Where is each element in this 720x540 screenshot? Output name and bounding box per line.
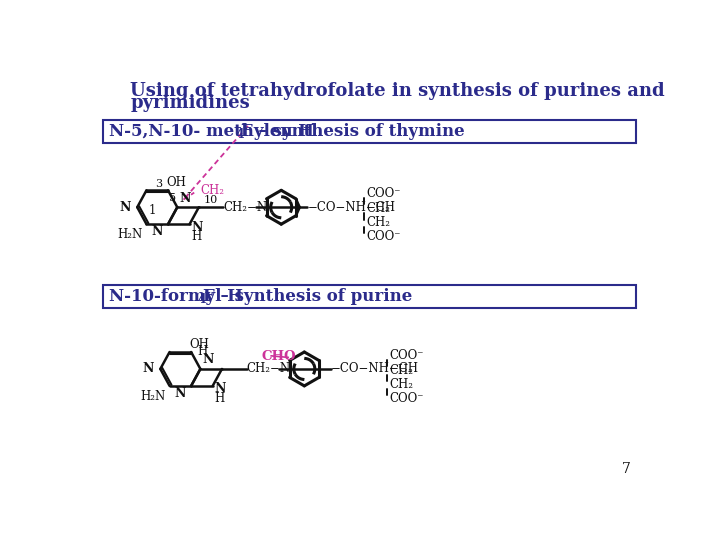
Text: COO⁻: COO⁻	[366, 230, 401, 243]
Text: OH: OH	[166, 176, 186, 189]
Text: H: H	[191, 230, 202, 243]
Text: 7: 7	[622, 462, 631, 476]
Text: N: N	[215, 382, 225, 395]
Text: CHO: CHO	[261, 350, 296, 363]
Text: CH₂: CH₂	[200, 184, 225, 197]
Bar	[104, 120, 636, 143]
Text: N: N	[191, 221, 202, 234]
Text: pyrimidines: pyrimidines	[130, 94, 250, 112]
Text: 4: 4	[235, 129, 245, 141]
Text: N: N	[179, 192, 191, 205]
Text: COO⁻: COO⁻	[366, 187, 401, 200]
Text: CH₂: CH₂	[390, 378, 414, 391]
Text: N: N	[120, 201, 131, 214]
Text: CH₂: CH₂	[366, 202, 391, 215]
Text: CH₂: CH₂	[366, 216, 391, 229]
Text: 3: 3	[155, 179, 162, 189]
Text: H: H	[215, 392, 225, 404]
Text: Using of tetrahydrofolate in synthesis of purines and: Using of tetrahydrofolate in synthesis o…	[130, 82, 665, 100]
Text: 1: 1	[149, 204, 156, 217]
Text: CH₂: CH₂	[390, 364, 414, 377]
Text: COO⁻: COO⁻	[390, 349, 424, 362]
Text: 4: 4	[197, 293, 206, 306]
Text: CH₂−N: CH₂−N	[223, 201, 268, 214]
Text: N-5,N-10- methylen H: N-5,N-10- methylen H	[109, 123, 314, 140]
Text: N: N	[143, 362, 154, 375]
Text: 5: 5	[168, 193, 176, 203]
Text: −CO−NH−CH: −CO−NH−CH	[307, 201, 395, 214]
Text: H: H	[197, 345, 208, 357]
Text: F – synthesis of thymine: F – synthesis of thymine	[241, 123, 465, 140]
Text: 10: 10	[204, 195, 218, 205]
Bar	[104, 285, 636, 308]
Text: COO⁻: COO⁻	[390, 392, 424, 404]
Text: −CO−NH−CH: −CO−NH−CH	[330, 362, 418, 375]
Text: H₂N: H₂N	[140, 390, 166, 403]
Text: OH: OH	[189, 338, 210, 351]
Text: N: N	[175, 387, 186, 400]
Text: N: N	[152, 225, 163, 238]
Text: H₂N: H₂N	[117, 228, 143, 241]
Text: F – synthesis of purine: F – synthesis of purine	[203, 288, 412, 305]
Text: CH₂−N: CH₂−N	[246, 362, 291, 375]
Text: N-10-formyl H: N-10-formyl H	[109, 288, 243, 305]
Text: N: N	[203, 353, 214, 366]
